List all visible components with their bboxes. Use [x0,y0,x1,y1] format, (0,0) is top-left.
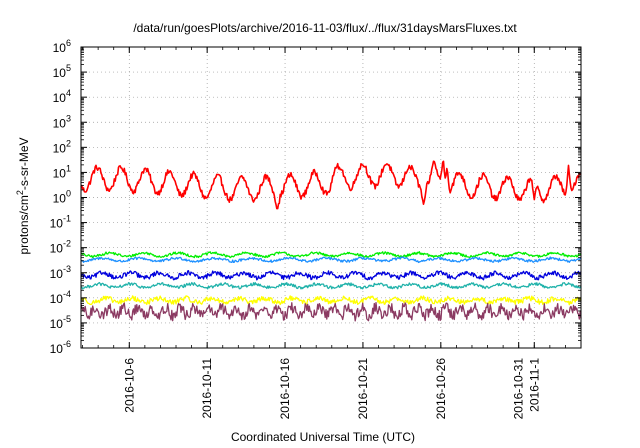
x-tick-label: 2016-10-26 [434,358,448,420]
y-tick-exp: 6 [66,38,71,48]
y-tick-exp: 4 [66,88,71,98]
x-tick-label: 2016-10-21 [356,358,370,420]
x-tick-label: 2016-11-1 [527,358,541,412]
y-tick-base: 10 [53,192,67,206]
y-tick-exp: 0 [66,189,71,199]
y-tick-base: 10 [53,41,67,55]
y-axis-title: protons/cm2-s-sr-MeV [15,137,31,254]
chart-title: /data/run/goesPlots/archive/2016-11-03/f… [133,21,517,35]
y-tick-exp: 1 [66,163,71,173]
y-tick-exp: -2 [63,239,71,249]
xtick-labels: 2016-10-6 2016-10-11 2016-10-16 2016-10-21 2… [122,358,541,420]
y-tick-label: 100 [53,189,71,206]
ytick-labels: 10-610-510-410-310-210-11001011021031041… [50,38,71,356]
y-tick-label: 101 [53,163,71,180]
y-axis-title-suffix: -s-sr-MeV [17,137,31,190]
y-tick-base: 10 [53,166,67,180]
y-tick-label: 10-1 [50,214,71,231]
y-tick-exp: 3 [66,113,71,123]
y-tick-label: 105 [53,63,71,80]
x-tick-label: 2016-10-31 [512,358,526,420]
y-tick-base: 10 [50,217,64,231]
y-tick-base: 10 [50,342,64,356]
series-line-2 [80,256,582,264]
series-line-6 [80,301,582,322]
y-tick-exp: -3 [63,264,71,274]
y-tick-exp: -6 [63,339,71,349]
y-tick-exp: -4 [63,289,71,299]
x-tick-label: 2016-10-11 [200,358,214,419]
y-tick-label: 10-3 [50,264,71,281]
series-line-0 [80,160,582,210]
y-tick-label: 10-6 [50,339,71,356]
y-tick-base: 10 [50,242,64,256]
y-tick-label: 10-4 [50,289,71,306]
y-tick-label: 10-5 [50,314,71,331]
x-axis-title: Coordinated Universal Time (UTC) [231,430,415,444]
series-line-1 [80,251,582,259]
y-tick-exp: 2 [66,138,71,148]
x-tick-label: 2016-10-16 [278,358,292,420]
y-axis-title-sup: 2 [15,190,25,195]
x-tick-label: 2016-10-6 [122,358,136,413]
y-tick-exp: -1 [63,214,71,224]
y-tick-base: 10 [50,267,64,281]
y-tick-base: 10 [53,116,67,130]
series-line-3 [80,270,582,281]
series-layer [80,160,582,322]
y-tick-exp: -5 [63,314,71,324]
y-tick-base: 10 [50,292,64,306]
y-tick-base: 10 [53,91,67,105]
series-line-5 [80,295,582,306]
y-tick-label: 106 [53,38,71,55]
y-tick-base: 10 [53,141,67,155]
y-tick-exp: 5 [66,63,71,73]
tick-layer [81,46,582,349]
y-tick-label: 10-2 [50,239,71,256]
series-line-4 [80,281,582,290]
y-tick-label: 102 [53,138,71,155]
y-tick-base: 10 [50,317,64,331]
y-tick-label: 103 [53,113,71,130]
y-axis-title-prefix: protons/cm [17,195,31,254]
y-tick-base: 10 [53,66,67,80]
y-tick-label: 104 [53,88,71,105]
